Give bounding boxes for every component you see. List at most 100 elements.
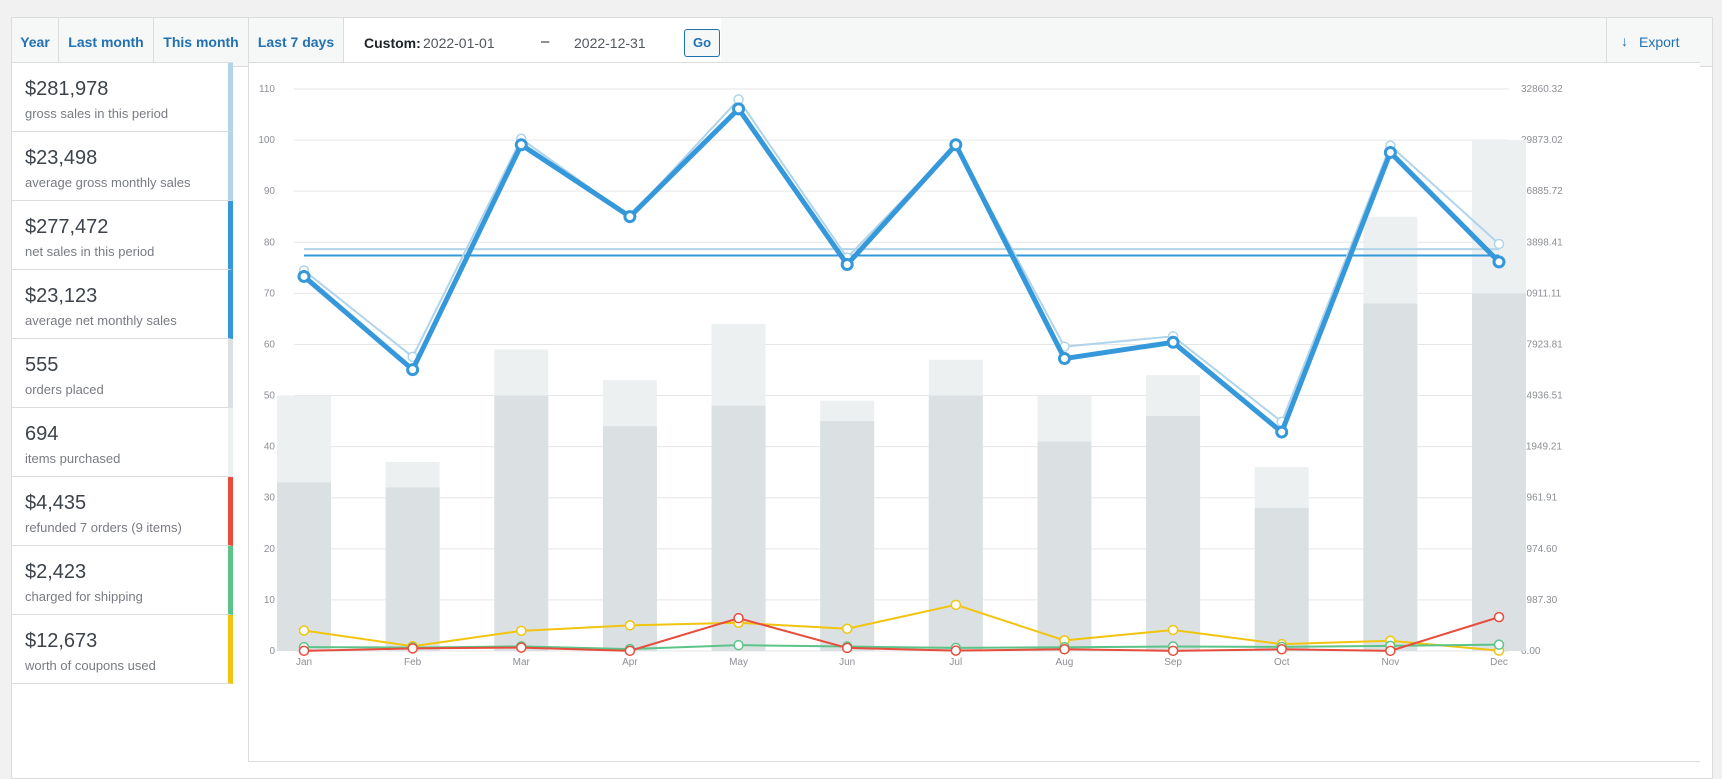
bar-orders-placed <box>820 421 875 651</box>
series-line <box>303 98 1500 423</box>
left-tick-label: 30 <box>264 493 276 504</box>
series-point <box>1166 335 1180 349</box>
export-csv-button[interactable]: ↓ Export CSV <box>1606 18 1712 98</box>
right-tick-label: 32860.32 <box>1521 84 1563 95</box>
bar-orders-placed <box>928 395 983 651</box>
right-tick-label: 8961.91 <box>1521 493 1558 504</box>
x-tick-label: Nov <box>1381 657 1399 668</box>
legend-description: gross sales in this period <box>25 106 169 121</box>
series-point <box>1383 145 1397 159</box>
series-point <box>1385 645 1396 657</box>
legend-item[interactable]: $281,978 gross sales in this period <box>11 63 233 132</box>
legend-amount: $2,423 <box>25 561 87 583</box>
left-tick-label: 100 <box>258 135 275 146</box>
x-tick-label: Mar <box>513 657 531 668</box>
series-point <box>1167 645 1179 657</box>
tab-this-month[interactable]: This month <box>154 18 249 66</box>
series-point <box>1493 238 1505 250</box>
legend-item[interactable]: $4,435 refunded 7 orders (9 items) <box>11 477 233 546</box>
series-point <box>514 138 528 152</box>
x-tick-label: Jul <box>949 657 962 668</box>
bar-orders-placed <box>1146 415 1201 651</box>
left-tick-label: 0 <box>269 646 275 657</box>
legend-description: net sales in this period <box>25 244 155 259</box>
right-tick-label: 17923.81 <box>1521 339 1563 350</box>
right-tick-label: 26885.72 <box>1521 186 1563 197</box>
legend-description: charged for shipping <box>25 589 143 604</box>
series-line <box>303 603 1500 652</box>
x-tick-label: Dec <box>1490 657 1508 668</box>
legend-item[interactable]: $23,498 average gross monthly sales <box>11 132 233 201</box>
legend-amount: $23,123 <box>25 285 98 307</box>
bar-orders-placed <box>1254 507 1309 651</box>
left-tick-label: 60 <box>264 339 276 350</box>
bar-orders-placed <box>277 482 331 651</box>
end-date-input[interactable]: 2022-12-31 <box>574 35 646 51</box>
custom-range: Custom: 2022-01-01 – 2022-12-31 Go <box>344 18 721 67</box>
legend-description: orders placed <box>25 382 104 397</box>
tab-last-7-days[interactable]: Last 7 days <box>249 18 344 66</box>
bar-orders-placed <box>1037 441 1092 651</box>
legend-amount: $23,498 <box>25 147 98 169</box>
x-tick-label: Jun <box>839 657 855 668</box>
series-line <box>302 106 1501 435</box>
legend-amount: 694 <box>25 423 59 445</box>
bar-orders-placed <box>385 487 440 651</box>
series-point <box>840 257 854 271</box>
legend-item[interactable]: 694 items purchased <box>11 408 233 477</box>
series-point <box>1059 644 1070 655</box>
legend-amount: $281,978 <box>25 78 109 100</box>
left-tick-label: 110 <box>259 84 275 95</box>
tab-last-month[interactable]: Last month <box>59 18 154 66</box>
left-tick-label: 10 <box>264 595 276 606</box>
series-point <box>624 620 636 631</box>
sales-chart: 0 10 20 30 40 50 60 70 80 90 100 110 0.00 2987.30 5974… <box>248 62 1700 762</box>
series-point <box>949 138 963 152</box>
right-tick-label: 29873.02 <box>1521 135 1563 146</box>
legend-description: average net monthly sales <box>25 313 177 328</box>
legend-item[interactable]: $2,423 charged for shipping <box>11 546 233 615</box>
x-tick-label: May <box>729 657 748 668</box>
legend-description: refunded 7 orders (9 items) <box>25 520 182 535</box>
range-tab-bar: Year Last month This month Last 7 days C… <box>12 18 1712 98</box>
series-point <box>407 643 418 654</box>
legend-item[interactable]: $277,472 net sales in this period <box>11 201 233 270</box>
legend-description: average gross monthly sales <box>25 175 191 190</box>
series-point <box>733 612 744 624</box>
x-tick-label: Jan <box>296 657 312 668</box>
chart-legend: $281,978 gross sales in this period $23,49… <box>11 62 233 684</box>
bar-orders-placed <box>494 395 549 651</box>
x-tick-label: Feb <box>404 657 422 668</box>
right-tick-label: 23898.41 <box>1521 237 1563 248</box>
series-point <box>1275 425 1289 439</box>
series-point <box>516 642 527 653</box>
bar-orders-placed <box>711 405 766 651</box>
start-date-input[interactable]: 2022-01-01 <box>423 35 495 51</box>
right-tick-label: 14936.51 <box>1521 391 1563 402</box>
series-point <box>950 645 962 656</box>
legend-item[interactable]: $23,123 average net monthly sales <box>11 270 233 339</box>
legend-amount: $277,472 <box>25 216 109 238</box>
series-point <box>298 625 310 636</box>
x-tick-label: Sep <box>1164 657 1182 668</box>
x-tick-label: Oct <box>1274 657 1290 668</box>
bar-orders-placed <box>1363 303 1418 651</box>
series-point <box>841 623 853 635</box>
tab-year[interactable]: Year <box>12 18 59 66</box>
series-point <box>841 642 853 654</box>
series-point <box>732 102 746 116</box>
series-point <box>1057 352 1071 366</box>
x-tick-label: Apr <box>622 657 638 668</box>
arrow-down-icon: ↓ <box>1621 33 1628 49</box>
left-tick-label: 50 <box>264 391 276 402</box>
legend-item[interactable]: 555 orders placed <box>11 339 233 408</box>
x-tick-label: Aug <box>1056 657 1074 668</box>
legend-item[interactable]: $12,673 worth of coupons used <box>11 615 233 684</box>
right-tick-label: 11949.21 <box>1521 442 1562 453</box>
date-separator: – <box>541 33 550 50</box>
legend-amount: $12,673 <box>25 630 98 652</box>
series-point <box>1276 644 1287 655</box>
go-button[interactable]: Go <box>684 29 720 57</box>
series-point <box>950 599 962 611</box>
series-point <box>623 210 637 224</box>
